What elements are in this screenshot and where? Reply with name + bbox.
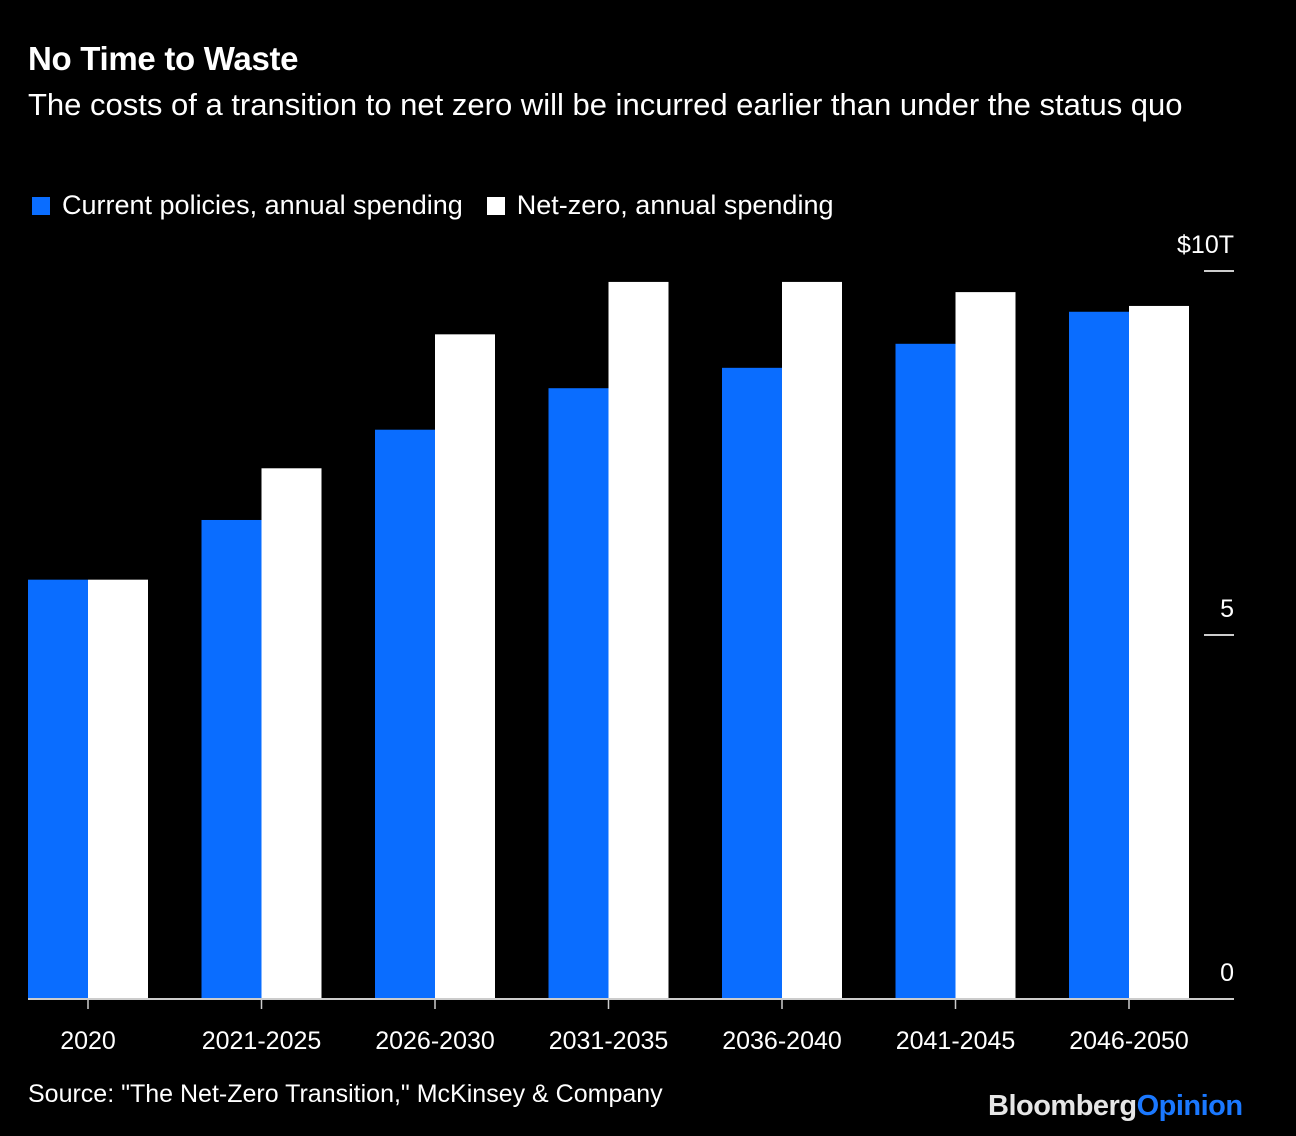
bar-net-zero-2031-2035 — [608, 281, 669, 999]
bar-net-zero-2041-2045 — [955, 292, 1016, 999]
legend: Current policies, annual spending Net-ze… — [32, 190, 857, 221]
bar-net-zero-2026-2030 — [435, 334, 495, 999]
x-tick-label-2020: 2020 — [60, 1027, 116, 1055]
legend-swatch-current-policies — [32, 196, 50, 215]
source-note: Source: "The Net-Zero Transition," McKin… — [28, 1080, 663, 1108]
x-tick-label-2046-2050: 2046-2050 — [1069, 1027, 1189, 1055]
bar-net-zero-2046-2050 — [1129, 305, 1189, 1000]
legend-label-net-zero: Net-zero, annual spending — [516, 190, 834, 220]
bar-net-zero-2020 — [88, 579, 148, 999]
legend-item-current-policies: Current policies, annual spending — [32, 190, 463, 221]
legend-item-net-zero: Net-zero, annual spending — [486, 190, 834, 221]
bar-net-zero-2036-2040 — [782, 281, 842, 999]
bar-current-policies-2026-2030 — [375, 429, 435, 1000]
bar-net-zero-2021-2025 — [261, 468, 322, 1000]
y-tick-label-5: 5 — [1220, 595, 1234, 623]
brand-opinion: Opinion — [1136, 1090, 1244, 1122]
chart-title: No Time to Waste — [28, 40, 299, 77]
chart-subtitle: The costs of a transition to net zero wi… — [28, 87, 1183, 122]
brand-bloomberg: Bloomberg — [988, 1090, 1137, 1122]
x-tick-label-2041-2045: 2041-2045 — [896, 1027, 1016, 1055]
x-tick-label-2026-2030: 2026-2030 — [375, 1027, 495, 1055]
bar-current-policies-2041-2045 — [895, 343, 956, 999]
bar-current-policies-2046-2050 — [1069, 311, 1129, 999]
y-tick-label-0: 0 — [1220, 959, 1234, 987]
x-tick-label-2031-2035: 2031-2035 — [549, 1027, 669, 1055]
legend-label-current-policies: Current policies, annual spending — [62, 190, 463, 220]
legend-swatch-net-zero — [486, 196, 505, 215]
bar-current-policies-2036-2040 — [722, 367, 782, 1000]
bar-current-policies-2021-2025 — [201, 519, 262, 999]
bar-current-policies-2020 — [28, 579, 88, 999]
x-tick-label-2036-2040: 2036-2040 — [722, 1027, 842, 1055]
x-tick-label-2021-2025: 2021-2025 — [202, 1027, 322, 1055]
brand-logo: BloombergOpinion — [988, 1090, 1243, 1123]
y-tick-label-10: $10T — [1177, 231, 1234, 259]
bar-current-policies-2031-2035 — [548, 388, 609, 999]
